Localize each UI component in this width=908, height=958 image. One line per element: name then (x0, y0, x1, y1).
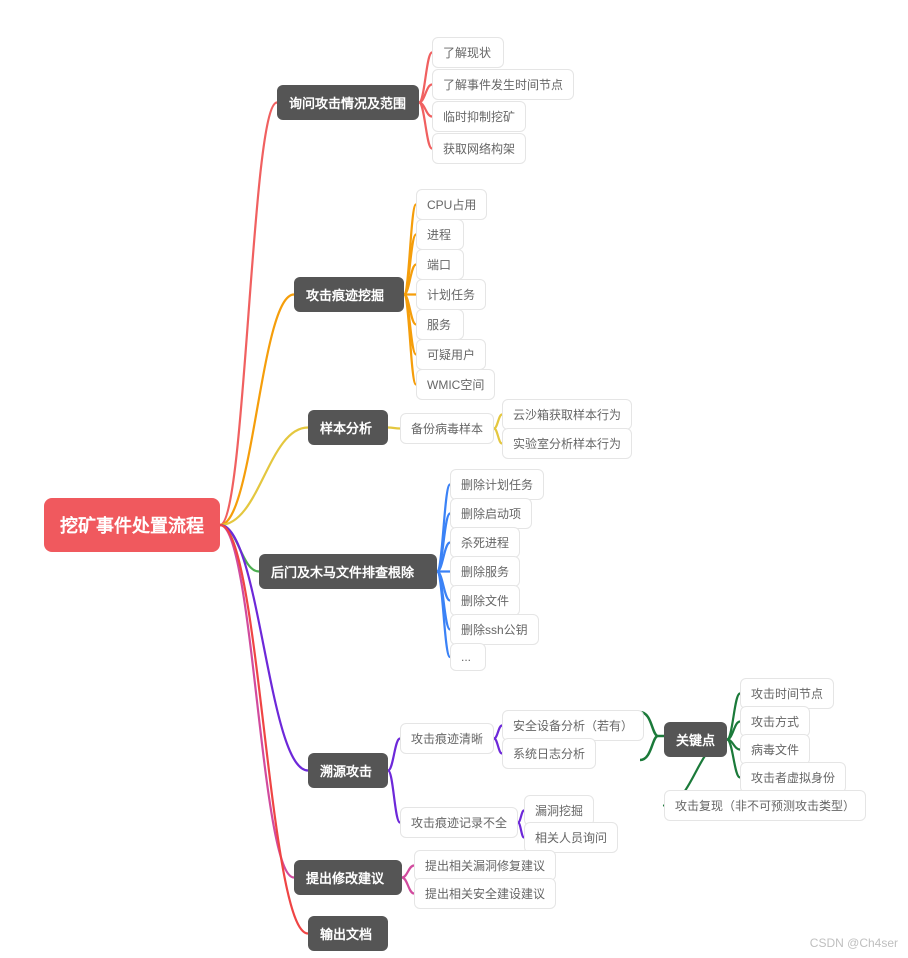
node-b5k4: 攻击者虚拟身份 (740, 762, 846, 793)
node-b2c2: 进程 (416, 219, 464, 250)
node-b6c2: 提出相关安全建设建议 (414, 878, 556, 909)
node-b3c1: 备份病毒样本 (400, 413, 494, 444)
node-b1: 询问攻击情况及范围 (277, 85, 419, 120)
node-b4c6: 删除ssh公钥 (450, 614, 539, 645)
node-b1c2: 了解事件发生时间节点 (432, 69, 574, 100)
node-b4c7: ... (450, 643, 486, 671)
node-b2: 攻击痕迹挖掘 (294, 277, 404, 312)
node-root: 挖矿事件处置流程 (44, 498, 220, 552)
node-b2c1: CPU占用 (416, 189, 487, 220)
node-b5: 溯源攻击 (308, 753, 388, 788)
node-b4c4: 删除服务 (450, 556, 520, 587)
watermark-text: CSDN @Ch4ser (810, 936, 898, 950)
node-b4c1: 删除计划任务 (450, 469, 544, 500)
node-b5k2: 攻击方式 (740, 706, 810, 737)
node-b4: 后门及木马文件排查根除 (259, 554, 437, 589)
node-b7: 输出文档 (308, 916, 388, 951)
node-b2c4: 计划任务 (416, 279, 486, 310)
node-b5a2: 系统日志分析 (502, 738, 596, 769)
node-b1c3: 临时抑制挖矿 (432, 101, 526, 132)
node-b2c7: WMIC空间 (416, 369, 495, 400)
node-b2c6: 可疑用户 (416, 339, 486, 370)
node-b3: 样本分析 (308, 410, 388, 445)
node-b5k5: 攻击复现（非不可预测攻击类型） (664, 790, 866, 821)
node-b5k3: 病毒文件 (740, 734, 810, 765)
node-b5b: 攻击痕迹记录不全 (400, 807, 518, 838)
node-b4c3: 杀死进程 (450, 527, 520, 558)
node-b5a: 攻击痕迹清晰 (400, 723, 494, 754)
node-b5b2: 相关人员询问 (524, 822, 618, 853)
node-b5a1: 安全设备分析（若有） (502, 710, 644, 741)
node-b3c1a: 云沙箱获取样本行为 (502, 399, 632, 430)
node-b2c5: 服务 (416, 309, 464, 340)
node-b4c2: 删除启动项 (450, 498, 532, 529)
node-b2c3: 端口 (416, 249, 464, 280)
node-b1c1: 了解现状 (432, 37, 504, 68)
node-b3c1b: 实验室分析样本行为 (502, 428, 632, 459)
node-b4c5: 删除文件 (450, 585, 520, 616)
node-b6: 提出修改建议 (294, 860, 402, 895)
node-b1c4: 获取网络构架 (432, 133, 526, 164)
node-b6c1: 提出相关漏洞修复建议 (414, 850, 556, 881)
node-b5k1: 攻击时间节点 (740, 678, 834, 709)
node-b5key: 关键点 (664, 722, 727, 757)
